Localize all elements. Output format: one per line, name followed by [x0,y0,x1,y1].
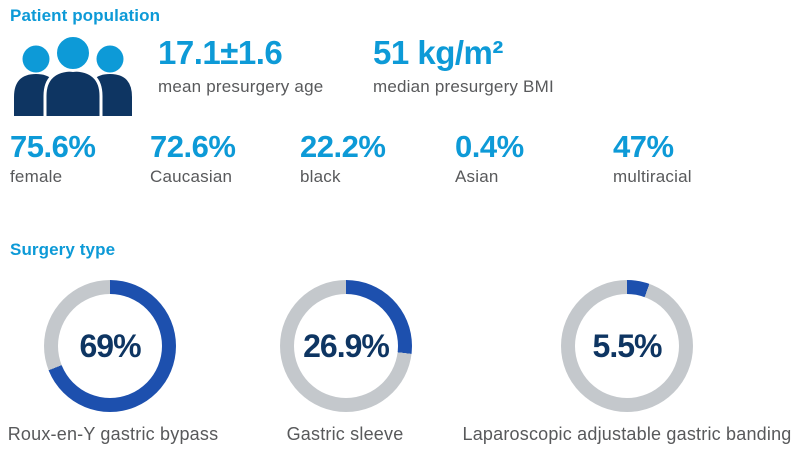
stat-value: 22.2% [300,129,386,164]
patient-population-heading: Patient population [10,6,161,25]
stat-caucasian: 72.6% Caucasian [150,128,236,187]
donut-value: 5.5% [592,327,663,364]
stat-value: 75.6% [10,129,96,164]
stat-label: median presurgery BMI [373,77,554,96]
donut-chart-laparoscopic-adjustable-gastric-banding: 5.5% [561,280,693,412]
donut-chart-roux-en-y-gastric-bypass: 69% [44,280,176,412]
donut-label: Roux-en-Y gastric bypass [7,424,219,444]
stat-value: 72.6% [150,129,236,164]
donut-value: 69% [79,327,141,364]
stat-value: 47% [613,129,674,164]
stat-value: 51 kg/m² [373,34,503,71]
donut-label: Laparoscopic adjustable gastric banding [462,424,792,444]
donut-value: 26.9% [303,327,390,364]
stat-value: 0.4% [455,129,524,164]
donut-label: Gastric sleeve [286,424,404,444]
donut-hole: 26.9% [294,294,398,398]
donut-hole: 69% [58,294,162,398]
surgery-type-heading: Surgery type [10,240,116,259]
stat-label: Caucasian [150,167,233,186]
stat-value: 17.1±1.6 [158,34,283,71]
stat-label: Asian [455,167,499,186]
stat-female: 75.6% female [10,128,96,187]
stat-black: 22.2% black [300,128,386,187]
stat-label: female [10,167,63,186]
donut-hole: 5.5% [575,294,679,398]
patient-group-icon [14,34,132,116]
stat-mean-presurgery-age: 17.1±1.6 mean presurgery age [158,33,323,97]
stat-label: black [300,167,341,186]
stat-median-presurgery-bmi: 51 kg/m² median presurgery BMI [373,33,554,97]
stat-multiracial: 47% multiracial [613,128,692,187]
stat-label: multiracial [613,167,692,186]
stat-label: mean presurgery age [158,77,324,96]
stat-asian: 0.4% Asian [455,128,524,187]
donut-chart-gastric-sleeve: 26.9% [280,280,412,412]
